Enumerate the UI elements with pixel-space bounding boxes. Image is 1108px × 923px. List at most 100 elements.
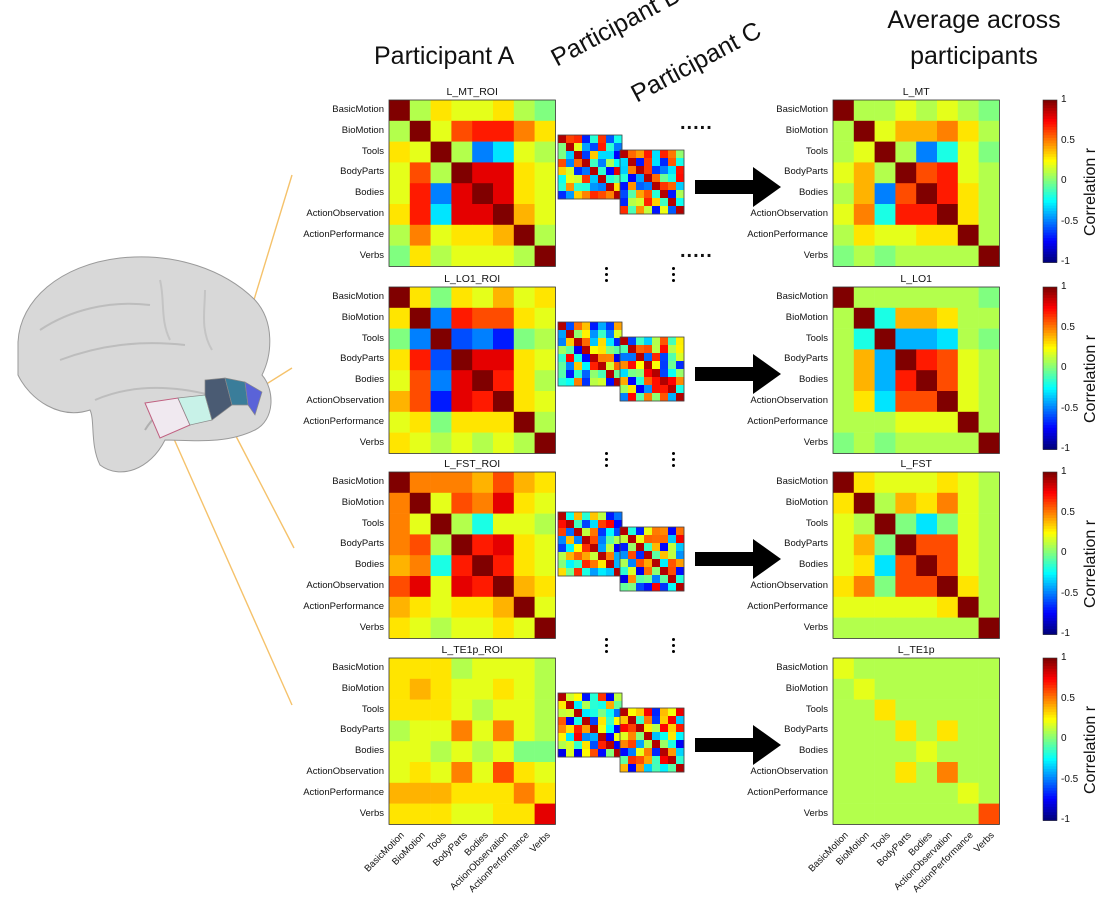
matrix-cell <box>513 287 535 309</box>
matrix-cell <box>614 733 623 742</box>
matrix-cell <box>978 100 1000 122</box>
matrix-cell <box>652 166 661 175</box>
matrix-cell <box>644 756 653 765</box>
matrix-cell <box>937 741 959 763</box>
matrix-cell <box>652 575 661 584</box>
matrix-cell <box>895 224 917 246</box>
matrix-cell <box>614 560 623 569</box>
matrix-cell <box>652 377 661 386</box>
matrix-cell <box>652 198 661 207</box>
matrix-cell <box>978 120 1000 142</box>
matrix-cell <box>916 513 938 535</box>
matrix-cell <box>652 337 661 346</box>
average-title: L_FST <box>900 458 932 470</box>
matrix-cell <box>937 432 959 454</box>
matrix-cell <box>430 555 452 577</box>
row-label: Bodies <box>354 559 384 571</box>
matrix-cell <box>916 699 938 721</box>
matrix-cell <box>620 182 629 191</box>
brain-hemisphere <box>17 256 272 473</box>
matrix-cell <box>978 204 1000 226</box>
matrix-cell <box>660 756 669 765</box>
matrix-cell <box>598 733 607 742</box>
matrix-cell <box>606 693 615 702</box>
colorbar-tick: -1 <box>1061 628 1070 640</box>
matrix-cell <box>472 100 494 122</box>
matrix-cell <box>614 370 623 379</box>
matrix-cell <box>409 120 431 142</box>
matrix-cell <box>895 741 917 763</box>
matrix-cell <box>652 551 661 560</box>
matrix-cell <box>833 782 855 804</box>
matrix-cell <box>853 803 875 825</box>
matrix-cell <box>620 748 629 757</box>
matrix-cell <box>676 377 685 386</box>
matrix-cell <box>614 725 623 734</box>
matrix-cell <box>614 552 623 561</box>
matrix-cell <box>620 206 629 215</box>
matrix-cell <box>451 617 473 639</box>
matrix-cell <box>598 709 607 718</box>
matrix-cell <box>937 762 959 784</box>
matrix-cell <box>409 803 431 825</box>
matrix-cell <box>978 391 1000 413</box>
matrix-cell <box>590 167 599 176</box>
matrix-cell <box>409 370 431 392</box>
matrix-cell <box>513 370 535 392</box>
matrix-cell <box>660 708 669 717</box>
matrix-cell <box>620 732 629 741</box>
matrix-cell <box>660 353 669 362</box>
matrix-cell <box>566 733 575 742</box>
matrix-cell <box>652 740 661 749</box>
matrix-cell <box>430 699 452 721</box>
matrix-cell <box>606 560 615 569</box>
matrix-cell <box>389 555 411 577</box>
matrix-cell <box>628 583 637 592</box>
matrix-cell <box>978 617 1000 639</box>
matrix-cell <box>451 224 473 246</box>
matrix-cell <box>957 328 979 350</box>
matrix-cell <box>916 555 938 577</box>
matrix-cell <box>606 151 615 160</box>
matrix-cell <box>451 349 473 371</box>
matrix-cell <box>493 699 515 721</box>
matrix-cell <box>636 583 645 592</box>
matrix-cell <box>668 543 677 552</box>
matrix-cell <box>978 183 1000 205</box>
matrix-cell <box>566 709 575 718</box>
average-matrix <box>832 286 1000 454</box>
matrix-cell <box>606 330 615 339</box>
matrix-cell <box>676 740 685 749</box>
matrix-cell <box>590 362 599 371</box>
matrix-cell <box>644 708 653 717</box>
matrix-cell <box>874 224 896 246</box>
matrix-cell <box>676 559 685 568</box>
matrix-cell <box>409 782 431 804</box>
matrix-cell <box>389 741 411 763</box>
matrix-cell <box>472 432 494 454</box>
matrix-cell <box>574 362 583 371</box>
matrix-cell <box>590 701 599 710</box>
matrix-cell <box>614 338 623 347</box>
matrix-cell <box>916 391 938 413</box>
matrix-cell <box>558 346 567 355</box>
matrix-cell <box>513 617 535 639</box>
matrix-cell <box>606 175 615 184</box>
matrix-cell <box>644 559 653 568</box>
matrix-cell <box>636 748 645 757</box>
colorbar <box>1042 286 1058 450</box>
colorbar-tick: -1 <box>1061 256 1070 268</box>
matrix-cell <box>676 166 685 175</box>
matrix-cell <box>513 576 535 598</box>
colorbar-tick: 1 <box>1061 652 1067 663</box>
matrix-cell <box>614 693 623 702</box>
matrix-cell <box>534 120 556 142</box>
matrix-cell <box>614 159 623 168</box>
matrix-cell <box>389 100 411 122</box>
matrix-cell <box>493 411 515 433</box>
matrix-cell <box>598 741 607 750</box>
row-label: ActionPerformance <box>747 415 828 427</box>
matrix-cell <box>606 322 615 331</box>
row-label: Bodies <box>798 745 828 757</box>
matrix-cell <box>636 361 645 370</box>
